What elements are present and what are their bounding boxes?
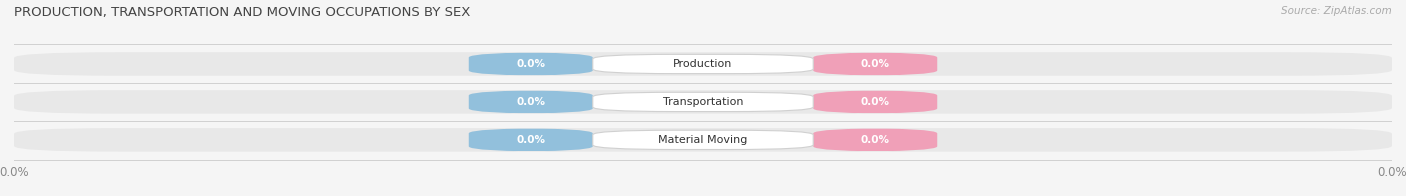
Text: 0.0%: 0.0% (516, 97, 546, 107)
Text: Transportation: Transportation (662, 97, 744, 107)
FancyBboxPatch shape (468, 128, 593, 152)
FancyBboxPatch shape (593, 130, 813, 150)
FancyBboxPatch shape (813, 90, 938, 114)
FancyBboxPatch shape (813, 52, 938, 76)
FancyBboxPatch shape (593, 54, 813, 74)
Text: Material Moving: Material Moving (658, 135, 748, 145)
FancyBboxPatch shape (468, 90, 593, 114)
Text: Source: ZipAtlas.com: Source: ZipAtlas.com (1281, 6, 1392, 16)
FancyBboxPatch shape (14, 52, 1392, 76)
Text: 0.0%: 0.0% (516, 135, 546, 145)
Text: PRODUCTION, TRANSPORTATION AND MOVING OCCUPATIONS BY SEX: PRODUCTION, TRANSPORTATION AND MOVING OC… (14, 6, 471, 19)
Text: 0.0%: 0.0% (516, 59, 546, 69)
FancyBboxPatch shape (14, 90, 1392, 114)
Text: 0.0%: 0.0% (860, 135, 890, 145)
Text: Production: Production (673, 59, 733, 69)
FancyBboxPatch shape (813, 128, 938, 152)
FancyBboxPatch shape (593, 92, 813, 112)
Text: 0.0%: 0.0% (860, 59, 890, 69)
Text: 0.0%: 0.0% (860, 97, 890, 107)
FancyBboxPatch shape (468, 52, 593, 76)
FancyBboxPatch shape (14, 128, 1392, 152)
